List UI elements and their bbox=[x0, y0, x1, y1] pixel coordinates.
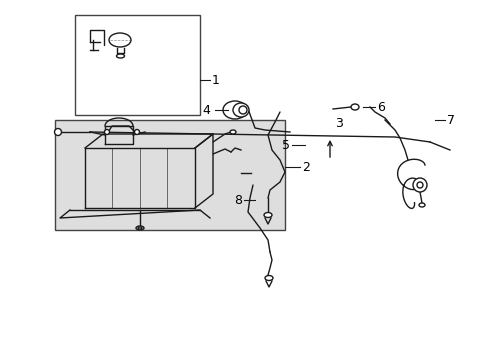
Ellipse shape bbox=[229, 130, 236, 134]
Text: 7: 7 bbox=[446, 113, 454, 126]
Ellipse shape bbox=[116, 54, 124, 58]
Text: 8: 8 bbox=[234, 194, 242, 207]
Ellipse shape bbox=[109, 33, 131, 47]
Ellipse shape bbox=[223, 101, 246, 119]
Text: 1: 1 bbox=[212, 73, 220, 86]
Text: 3: 3 bbox=[334, 117, 342, 130]
Text: 2: 2 bbox=[302, 161, 309, 174]
Text: 6: 6 bbox=[376, 100, 384, 113]
Ellipse shape bbox=[412, 178, 426, 192]
Ellipse shape bbox=[104, 130, 109, 135]
Ellipse shape bbox=[239, 106, 246, 114]
Ellipse shape bbox=[232, 103, 248, 117]
Ellipse shape bbox=[418, 203, 424, 207]
Ellipse shape bbox=[350, 104, 358, 110]
Bar bbox=[55, 120, 285, 230]
Ellipse shape bbox=[264, 275, 272, 280]
Ellipse shape bbox=[54, 129, 61, 135]
Ellipse shape bbox=[138, 227, 142, 229]
Text: 5: 5 bbox=[282, 139, 289, 152]
Ellipse shape bbox=[416, 182, 422, 188]
Bar bbox=[75, 15, 200, 115]
Ellipse shape bbox=[264, 212, 271, 217]
Text: 4: 4 bbox=[202, 104, 209, 117]
Ellipse shape bbox=[134, 130, 139, 135]
Ellipse shape bbox=[136, 226, 143, 230]
